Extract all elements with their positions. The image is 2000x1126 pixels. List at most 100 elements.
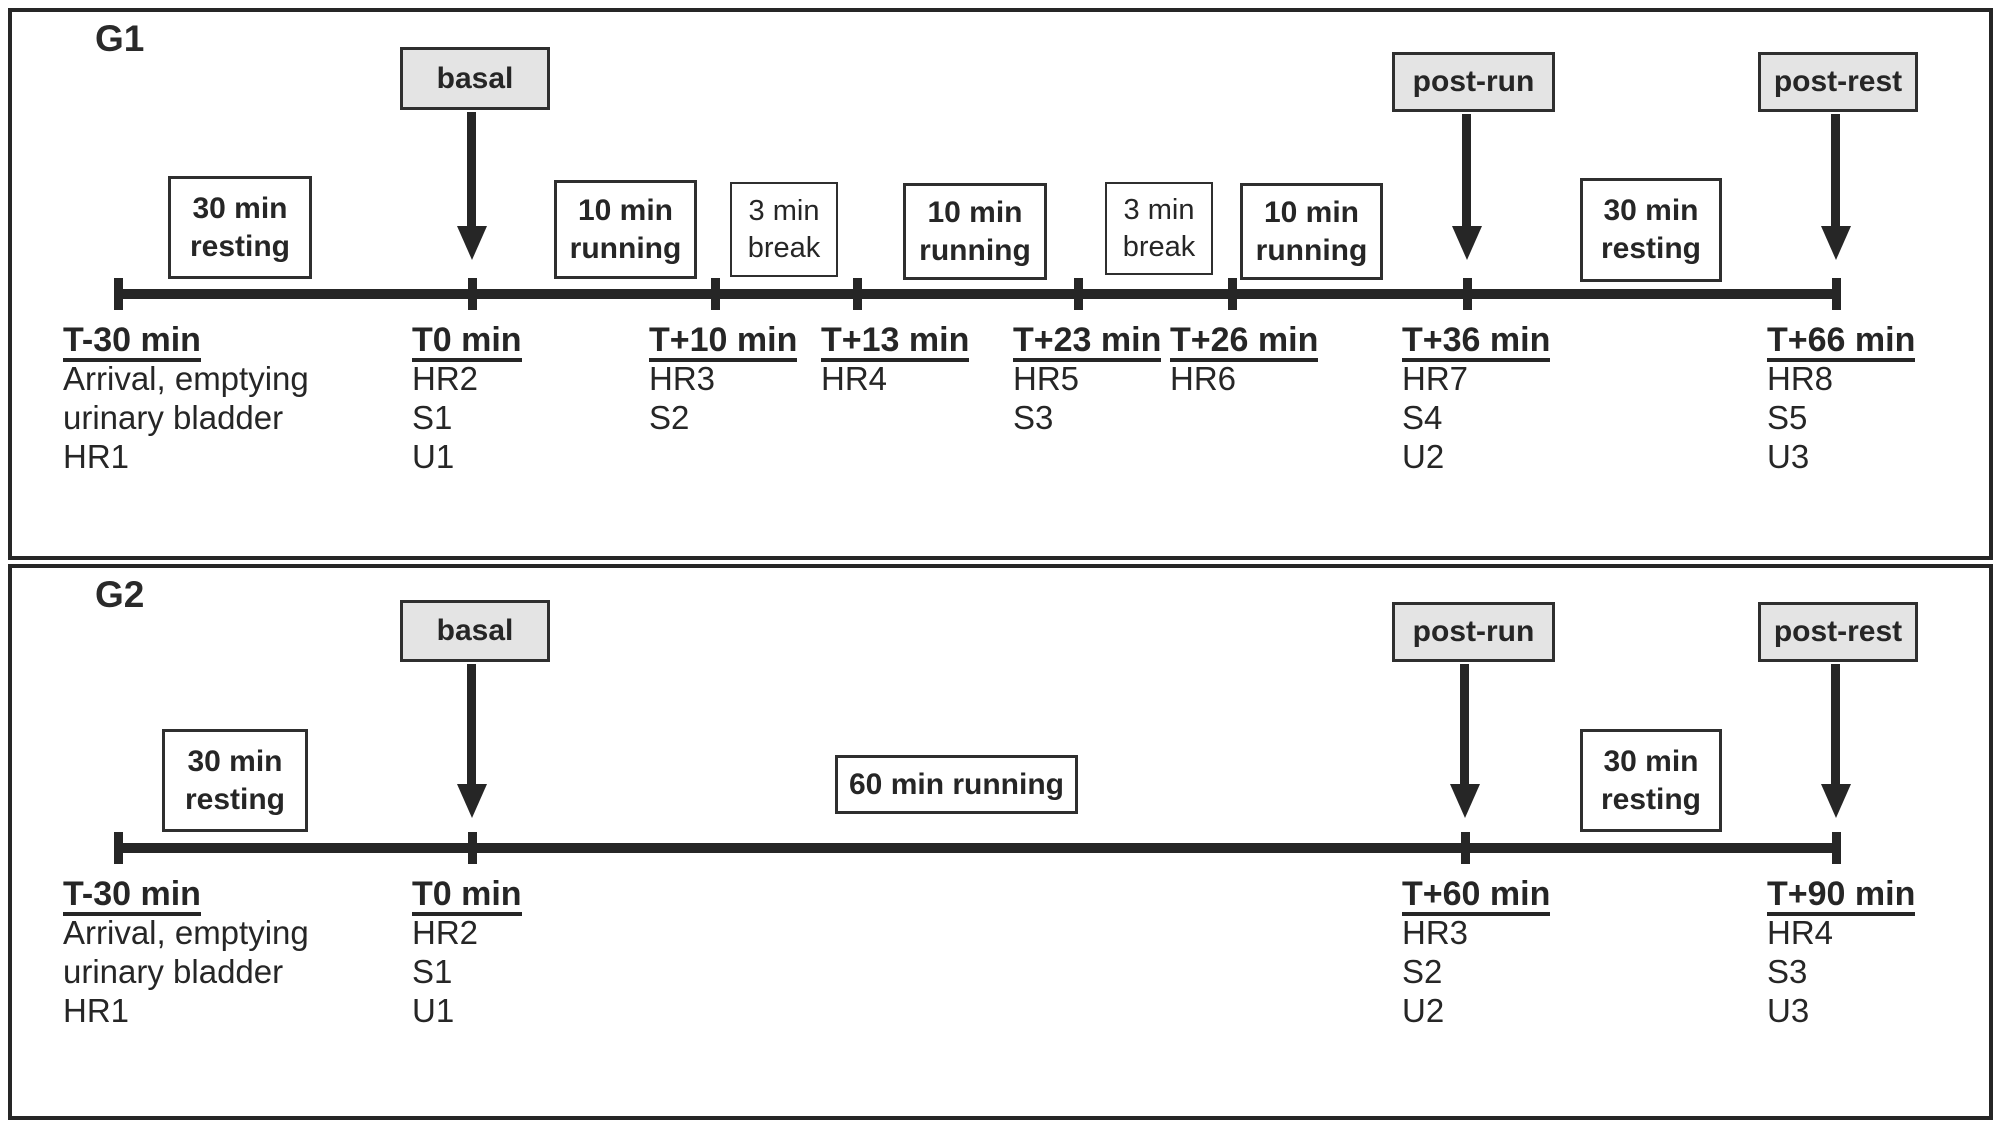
- timepoint-title: T+60 min: [1402, 874, 1551, 916]
- phase-box-line: running: [919, 233, 1031, 267]
- event-box-basal-label-g1: basal: [436, 61, 514, 95]
- post-run-arrow-g1: [1452, 114, 1482, 260]
- phase-box-3min-break-1-g1: 3 min break: [730, 182, 838, 277]
- arrow-head: [1452, 226, 1482, 260]
- timepoint-line: HR2: [412, 914, 479, 951]
- timepoint-t90-g2: T+90 min HR4 S3 U3: [1767, 874, 1916, 1030]
- timepoint-line: S5: [1767, 399, 1808, 436]
- phase-box-line: 3 min: [1123, 193, 1195, 226]
- timepoint-t10-g1: T+10 min HR3 S2: [649, 320, 798, 437]
- phase-box-60min-running-g2: 60 min running: [835, 755, 1078, 814]
- event-box-post-run-g1: post-run: [1392, 52, 1555, 112]
- timepoint-line: Arrival, emptying: [63, 360, 309, 397]
- timepoint-t60-g2: T+60 min HR3 S2 U2: [1402, 874, 1551, 1030]
- event-box-post-run-g2: post-run: [1392, 602, 1555, 662]
- phase-box-30min-resting-left-g2: 30 min resting: [162, 729, 308, 832]
- basal-arrow-g2: [457, 664, 487, 818]
- group-label-g1: G1: [95, 18, 145, 59]
- phase-box-30min-resting-right-g1: 30 min resting: [1580, 178, 1722, 282]
- phase-box-line: resting: [184, 782, 286, 816]
- timepoint-line: HR1: [63, 438, 130, 475]
- timepoint-line: HR3: [649, 360, 716, 397]
- timeline-tick-t66-g1: [1832, 278, 1841, 310]
- arrow-shaft: [1462, 114, 1471, 228]
- timepoint-line: U1: [412, 992, 455, 1029]
- phase-box-line: 10 min: [1263, 195, 1360, 229]
- timepoint-line: urinary bladder: [63, 399, 284, 436]
- phase-box-30min-resting-right-g2: 30 min resting: [1580, 729, 1722, 832]
- post-run-arrow-g2: [1450, 664, 1480, 818]
- timepoint-t0-g1: T0 min HR2 S1 U1: [412, 320, 522, 476]
- timepoint-t13-g1: T+13 min HR4: [821, 320, 970, 398]
- event-box-basal-g1: basal: [400, 47, 550, 110]
- arrow-head: [1450, 784, 1480, 818]
- event-box-post-run-label-g2: post-run: [1412, 615, 1535, 648]
- timepoint-title: T+23 min: [1013, 320, 1162, 362]
- timepoint-line: HR4: [1767, 914, 1834, 951]
- event-box-post-run-label-g1: post-run: [1412, 65, 1535, 98]
- timepoint-line: S2: [1402, 953, 1443, 990]
- arrow-shaft: [467, 112, 476, 228]
- phase-box-line: resting: [1600, 232, 1702, 265]
- arrow-head: [457, 226, 487, 260]
- phase-box-line: 30 min: [1603, 744, 1699, 778]
- phase-box-10min-running-2-g1: 10 min running: [903, 183, 1047, 280]
- timepoint-line: U3: [1767, 992, 1810, 1029]
- event-box-post-rest-g1: post-rest: [1758, 52, 1918, 112]
- phase-box-line: 10 min: [927, 195, 1023, 229]
- timepoint-line: S3: [1767, 953, 1808, 990]
- timepoint-line: S1: [412, 953, 453, 990]
- timepoint-line: S1: [412, 399, 453, 436]
- timepoint-t26-g1: T+26 min HR6: [1170, 320, 1319, 398]
- timepoint-title: T+26 min: [1170, 320, 1319, 362]
- timepoint-line: U2: [1402, 438, 1445, 475]
- arrow-head: [457, 784, 487, 818]
- arrow-shaft: [1831, 664, 1840, 786]
- phase-box-line: 30 min: [192, 191, 288, 225]
- timepoint-title: T+66 min: [1767, 320, 1916, 362]
- panel-g2: [8, 564, 1993, 1120]
- timepoint-line: HR2: [412, 360, 479, 397]
- phase-box-line: resting: [1600, 782, 1702, 816]
- phase-box-line: break: [1122, 230, 1196, 263]
- post-rest-arrow-g2: [1821, 664, 1851, 818]
- phase-box-line: running: [1255, 233, 1368, 267]
- phase-box-line: 30 min: [187, 744, 283, 778]
- phase-box-30min-resting-left-g1: 30 min resting: [168, 176, 312, 279]
- timeline-tick-t0-g2: [468, 832, 477, 864]
- arrow-shaft: [1831, 114, 1840, 228]
- timeline-tick-t10-g1: [711, 278, 720, 310]
- timeline-axis-g1: [118, 289, 1840, 299]
- event-box-post-rest-label-g2: post-rest: [1773, 615, 1903, 648]
- timepoint-line: S3: [1013, 399, 1054, 436]
- timepoint-line: HR5: [1013, 360, 1080, 397]
- arrow-head: [1821, 226, 1851, 260]
- timepoint-line: urinary bladder: [63, 953, 284, 990]
- timepoint-line: HR1: [63, 992, 130, 1029]
- arrow-shaft: [467, 664, 476, 786]
- basal-arrow-g1: [457, 112, 487, 260]
- timeline-axis-g2: [118, 843, 1840, 853]
- timepoint-title: T+90 min: [1767, 874, 1916, 916]
- event-box-basal-label-g2: basal: [436, 614, 514, 647]
- phase-box-line: 60 min running: [848, 767, 1064, 801]
- timepoint-title: T+36 min: [1402, 320, 1551, 362]
- phase-box-line: 10 min: [577, 193, 674, 227]
- timepoint-line: HR7: [1402, 360, 1469, 397]
- timepoint-line: HR6: [1170, 360, 1237, 397]
- arrow-shaft: [1460, 664, 1469, 786]
- timeline-tick-t26-g1: [1228, 278, 1237, 310]
- timeline-tick-t90-g2: [1832, 832, 1841, 864]
- timeline-tick-t13-g1: [853, 278, 862, 310]
- timepoint-t-30-g2: T-30 min Arrival, emptying urinary bladd…: [63, 874, 309, 1030]
- timepoint-title: T0 min: [412, 874, 522, 916]
- timepoint-line: U1: [412, 438, 455, 475]
- phase-box-line: running: [569, 231, 682, 265]
- timepoint-line: U3: [1767, 438, 1810, 475]
- timepoint-line: S2: [649, 399, 690, 436]
- panel-g1: [8, 8, 1993, 560]
- timepoint-line: U2: [1402, 992, 1445, 1029]
- timeline-tick-t60-g2: [1461, 832, 1470, 864]
- timepoint-t0-g2: T0 min HR2 S1 U1: [412, 874, 522, 1030]
- timepoint-t-30-g1: T-30 min Arrival, emptying urinary bladd…: [63, 320, 309, 476]
